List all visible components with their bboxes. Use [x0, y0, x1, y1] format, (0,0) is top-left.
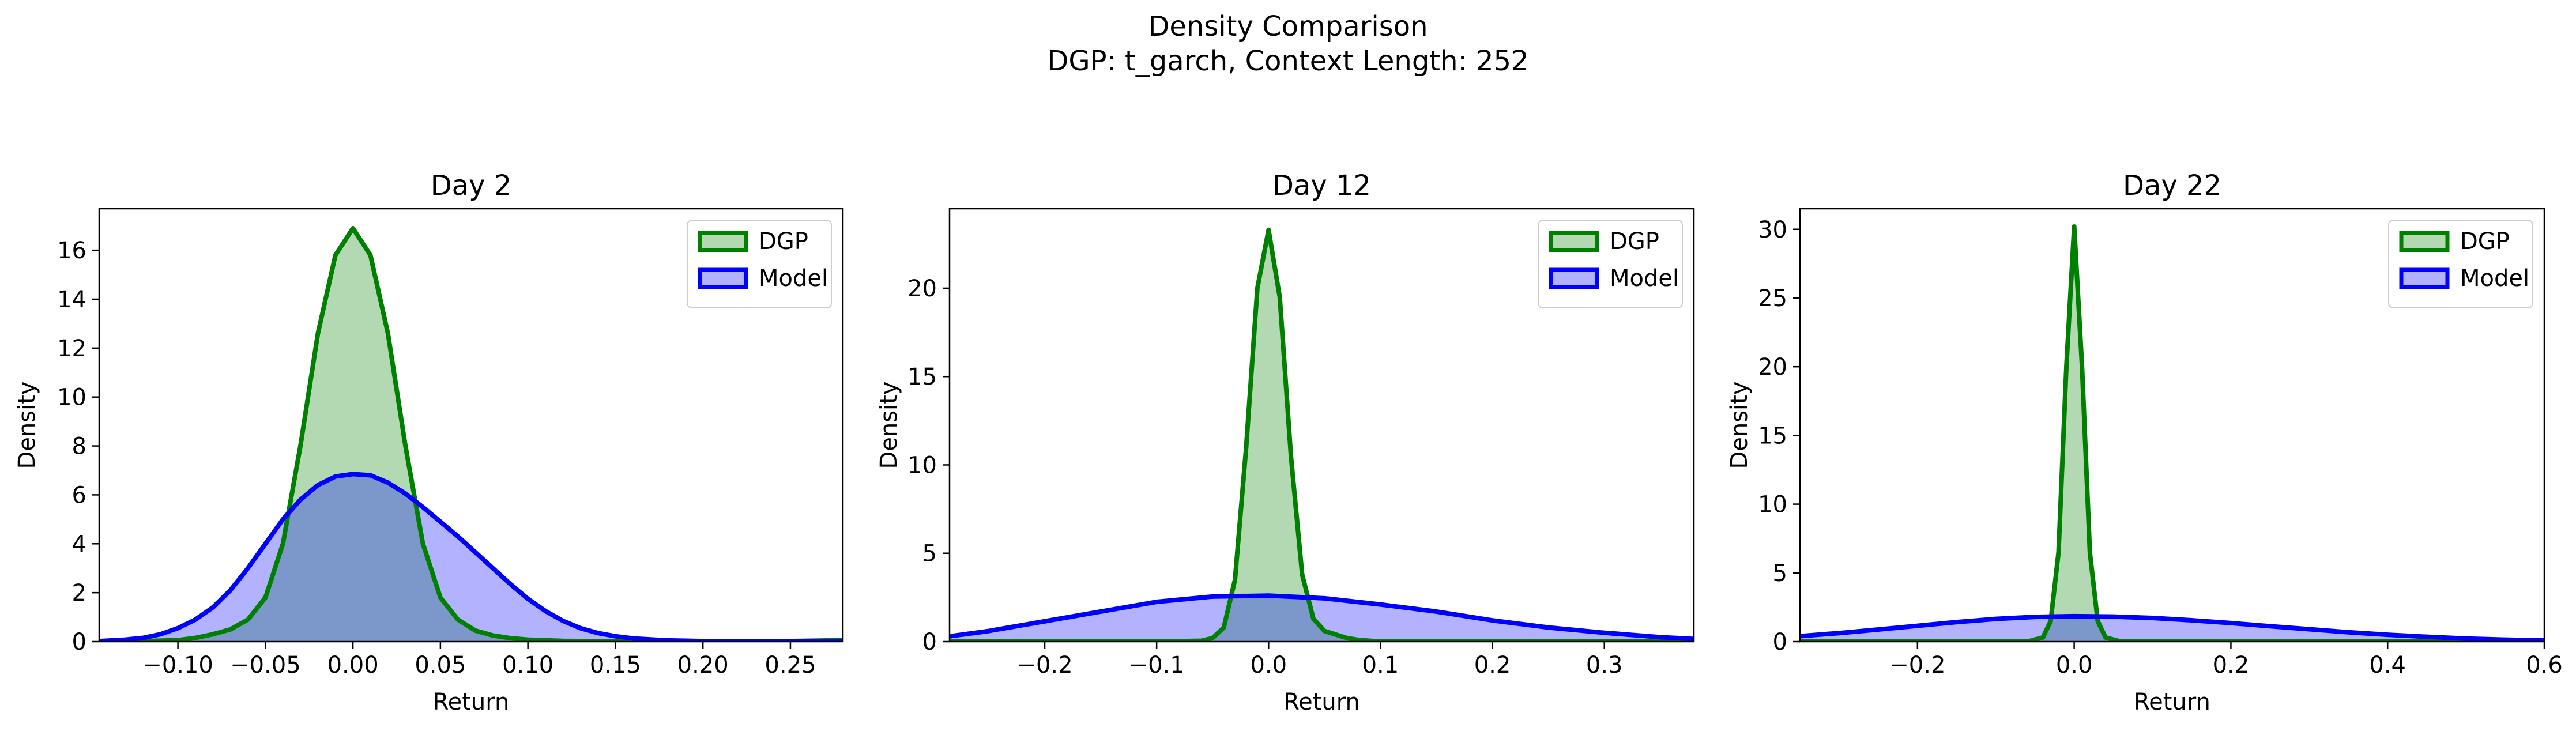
plot-area [99, 225, 843, 642]
x-tick-label: 0.3 [1586, 652, 1623, 679]
y-tick-label: 15 [1758, 423, 1787, 449]
legend-swatch-model [698, 267, 748, 289]
legend-label-model: Model [759, 265, 828, 292]
y-tick-label: 10 [57, 385, 86, 411]
x-tick-label: 0.05 [415, 652, 466, 679]
legend: DGP Model [1538, 220, 1683, 308]
x-tick-label: 0.1 [1362, 652, 1399, 679]
legend-label-model: Model [2460, 265, 2529, 292]
legend-label-dgp: DGP [2460, 228, 2510, 255]
legend-label-model: Model [1610, 265, 1679, 292]
y-tick-label: 20 [1758, 354, 1787, 380]
x-tick-label: 0.25 [764, 652, 816, 679]
legend-label-dgp: DGP [759, 228, 808, 255]
legend-swatch-model [1549, 267, 1599, 289]
x-tick-label: 0.2 [1474, 652, 1511, 679]
y-tick-label: 6 [72, 482, 86, 508]
y-axis-label: Density [14, 381, 40, 469]
panel-title: Day 12 [1272, 169, 1371, 202]
axes-frame [948, 208, 1695, 643]
density-line-model [99, 472, 843, 642]
legend-label-dgp: DGP [1610, 228, 1659, 255]
y-tick-label: 4 [72, 531, 86, 557]
y-tick-label: 2 [72, 580, 86, 606]
density-fill-model [99, 474, 843, 642]
y-tick-label: 5 [922, 541, 937, 567]
x-tick-label: 0.20 [677, 652, 729, 679]
x-tick-label: 0.0 [1250, 652, 1287, 679]
x-axis-label: Return [2134, 689, 2210, 715]
y-tick-label: 20 [907, 276, 937, 302]
y-tick-label: 15 [907, 364, 937, 390]
density-fill-model [1800, 616, 2544, 642]
panel-3: −0.2 0.0 0.2 0.4 0.6 0 5 10 15 20 25 30 Day 22 Return… [1726, 169, 2563, 715]
x-tick-label: −0.2 [1016, 652, 1072, 679]
x-tick-label: 0.6 [2526, 652, 2563, 679]
axes-frame [98, 208, 844, 643]
y-tick-label: 14 [57, 287, 86, 313]
density-line-model [950, 593, 1694, 642]
plot-area [1800, 224, 2544, 642]
y-tick-label: 12 [57, 336, 86, 362]
axes-frame [1799, 208, 2545, 643]
panel-2: −0.2 −0.1 0.0 0.1 0.2 0.3 0 5 10 15 20 Day 12 Return… [876, 169, 1695, 715]
legend-swatch-dgp [698, 231, 748, 252]
legend-swatch-dgp [1549, 231, 1599, 252]
x-tick-label: −0.10 [142, 652, 213, 679]
y-axis-label: Density [1726, 381, 1753, 469]
panel-1: −0.10 −0.05 0.00 0.05 0.10 0.15 0.20 0.25 0 2 4 6 8 1… [14, 169, 844, 715]
x-tick-label: 0.15 [590, 652, 641, 679]
x-tick-label: 0.2 [2213, 652, 2250, 679]
y-tick-label: 5 [1773, 560, 1787, 587]
y-tick-label: 16 [57, 238, 86, 264]
density-line-dgp [950, 227, 1694, 642]
y-axis-label: Density [876, 381, 902, 469]
x-axis-label: Return [1283, 689, 1360, 715]
figure-subtitle: DGP: t_garch, Context Length: 252 [1047, 45, 1528, 77]
x-tick-label: 0.4 [2369, 652, 2406, 679]
legend-swatch-model [2399, 267, 2450, 289]
density-line-dgp [99, 225, 843, 642]
x-tick-label: −0.2 [1889, 652, 1945, 679]
y-tick-label: 0 [72, 629, 86, 655]
plot-area [950, 227, 1694, 642]
density-line-dgp [1800, 224, 2544, 642]
legend: DGP Model [687, 220, 832, 308]
y-tick-label: 10 [1758, 492, 1787, 518]
x-tick-label: −0.1 [1129, 652, 1185, 679]
x-tick-label: 0.0 [2056, 652, 2093, 679]
legend: DGP Model [2388, 220, 2533, 308]
legend-swatch-dgp [2399, 231, 2450, 252]
y-tick-label: 10 [907, 452, 937, 478]
y-tick-label: 0 [922, 629, 937, 655]
y-tick-label: 0 [1773, 629, 1787, 655]
density-line-model [1800, 613, 2544, 642]
y-tick-label: 8 [72, 434, 86, 460]
panel-title: Day 2 [431, 169, 512, 202]
panel-title: Day 22 [2123, 169, 2221, 202]
figure-title: Density Comparison [1148, 10, 1428, 43]
x-tick-label: 0.10 [502, 652, 553, 679]
y-tick-label: 30 [1758, 217, 1787, 243]
x-tick-label: −0.05 [230, 652, 301, 679]
x-tick-label: 0.00 [327, 652, 379, 679]
y-tick-label: 25 [1758, 285, 1787, 312]
x-axis-label: Return [433, 689, 510, 715]
